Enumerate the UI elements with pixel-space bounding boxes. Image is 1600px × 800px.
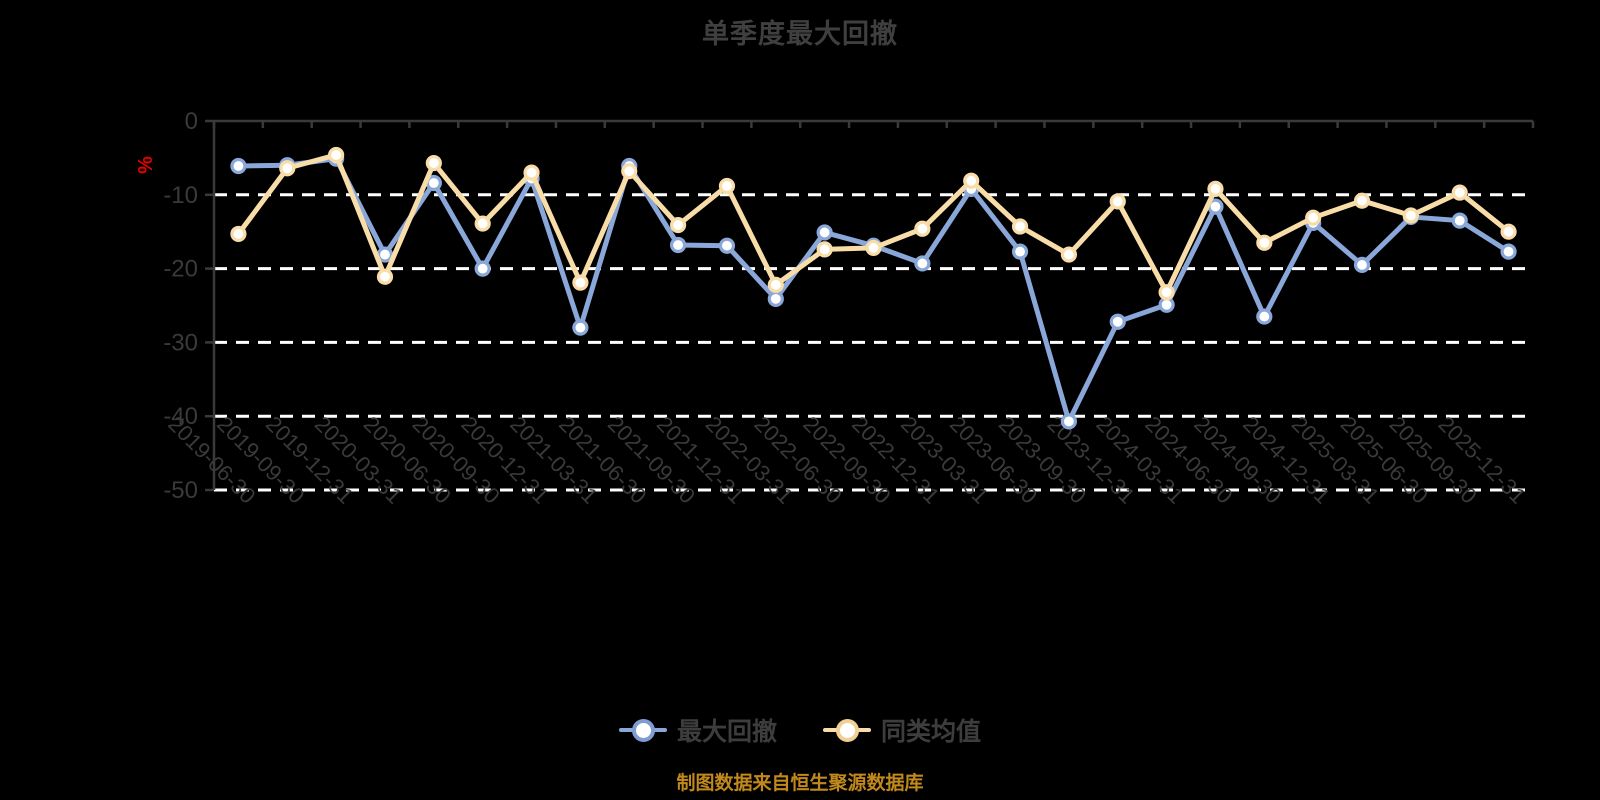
data-point[interactable] [1109,193,1126,210]
data-point[interactable] [914,255,931,272]
data-point[interactable] [767,290,784,307]
axes [205,119,1535,492]
data-point[interactable] [1158,284,1175,301]
data-point[interactable] [767,276,784,293]
data-point[interactable] [230,157,247,175]
data-point[interactable] [1011,218,1029,235]
data-point[interactable] [1305,209,1322,226]
data-point[interactable] [816,241,833,258]
data-point[interactable] [1451,212,1468,229]
data-point[interactable] [572,319,589,336]
data-point[interactable] [474,215,491,232]
data-point[interactable] [1060,246,1078,263]
legend-label-category-average: 同类均值 [881,718,982,746]
svg-text:-20: -20 [163,256,198,283]
data-point[interactable] [963,172,980,189]
svg-text:-50: -50 [163,477,198,504]
legend: 最大回撤 同类均值 [0,712,1600,748]
data-source-note: 制图数据来自恒生聚源数据库 [676,773,924,794]
data-point[interactable] [425,154,442,172]
data-point[interactable] [328,146,345,164]
svg-text:-40: -40 [163,403,198,430]
y-axis-labels: 0 -10 -20 -30 -40 -50 [163,108,198,504]
legend-item-max-drawdown[interactable]: 最大回撤 [618,712,777,748]
data-point[interactable] [1060,413,1078,430]
chart-title: 单季度最大回撤 [702,19,898,49]
x-axis-labels: 2019-06-302019-09-302019-12-312020-03-31… [163,411,1530,508]
data-point[interactable] [523,164,540,181]
data-point[interactable] [1207,180,1224,197]
data-point[interactable] [1256,308,1273,325]
data-point[interactable] [669,216,687,234]
data-point[interactable] [1011,243,1029,260]
category-average-line-marker-icon [823,717,871,743]
data-point[interactable] [474,260,491,277]
data-point[interactable] [1256,234,1273,251]
data-point[interactable] [865,239,882,257]
data-point[interactable] [914,220,931,237]
data-point[interactable] [279,160,296,177]
svg-text:-30: -30 [163,329,198,356]
legend-item-category-average[interactable]: 同类均值 [823,712,981,748]
y-axis-unit-label: % [135,156,157,174]
max-drawdown-line-marker-icon [618,717,667,743]
svg-text:0: 0 [185,108,198,135]
series-category-average[interactable] [230,146,1517,301]
data-point[interactable] [1451,184,1468,201]
data-point[interactable] [376,268,394,285]
data-point[interactable] [669,236,687,254]
data-point[interactable] [1500,243,1517,260]
data-point[interactable] [1353,256,1371,274]
data-point[interactable] [718,237,736,254]
data-point[interactable] [1109,313,1126,330]
data-point[interactable] [816,224,833,241]
legend-label-max-drawdown: 最大回撤 [676,718,777,746]
data-point[interactable] [1353,192,1371,209]
data-point[interactable] [621,163,638,180]
data-point[interactable] [718,177,736,195]
data-point[interactable] [230,225,247,243]
data-point[interactable] [572,274,589,291]
data-point[interactable] [1402,207,1419,224]
svg-text:-10: -10 [163,182,198,209]
data-point[interactable] [1500,223,1517,240]
